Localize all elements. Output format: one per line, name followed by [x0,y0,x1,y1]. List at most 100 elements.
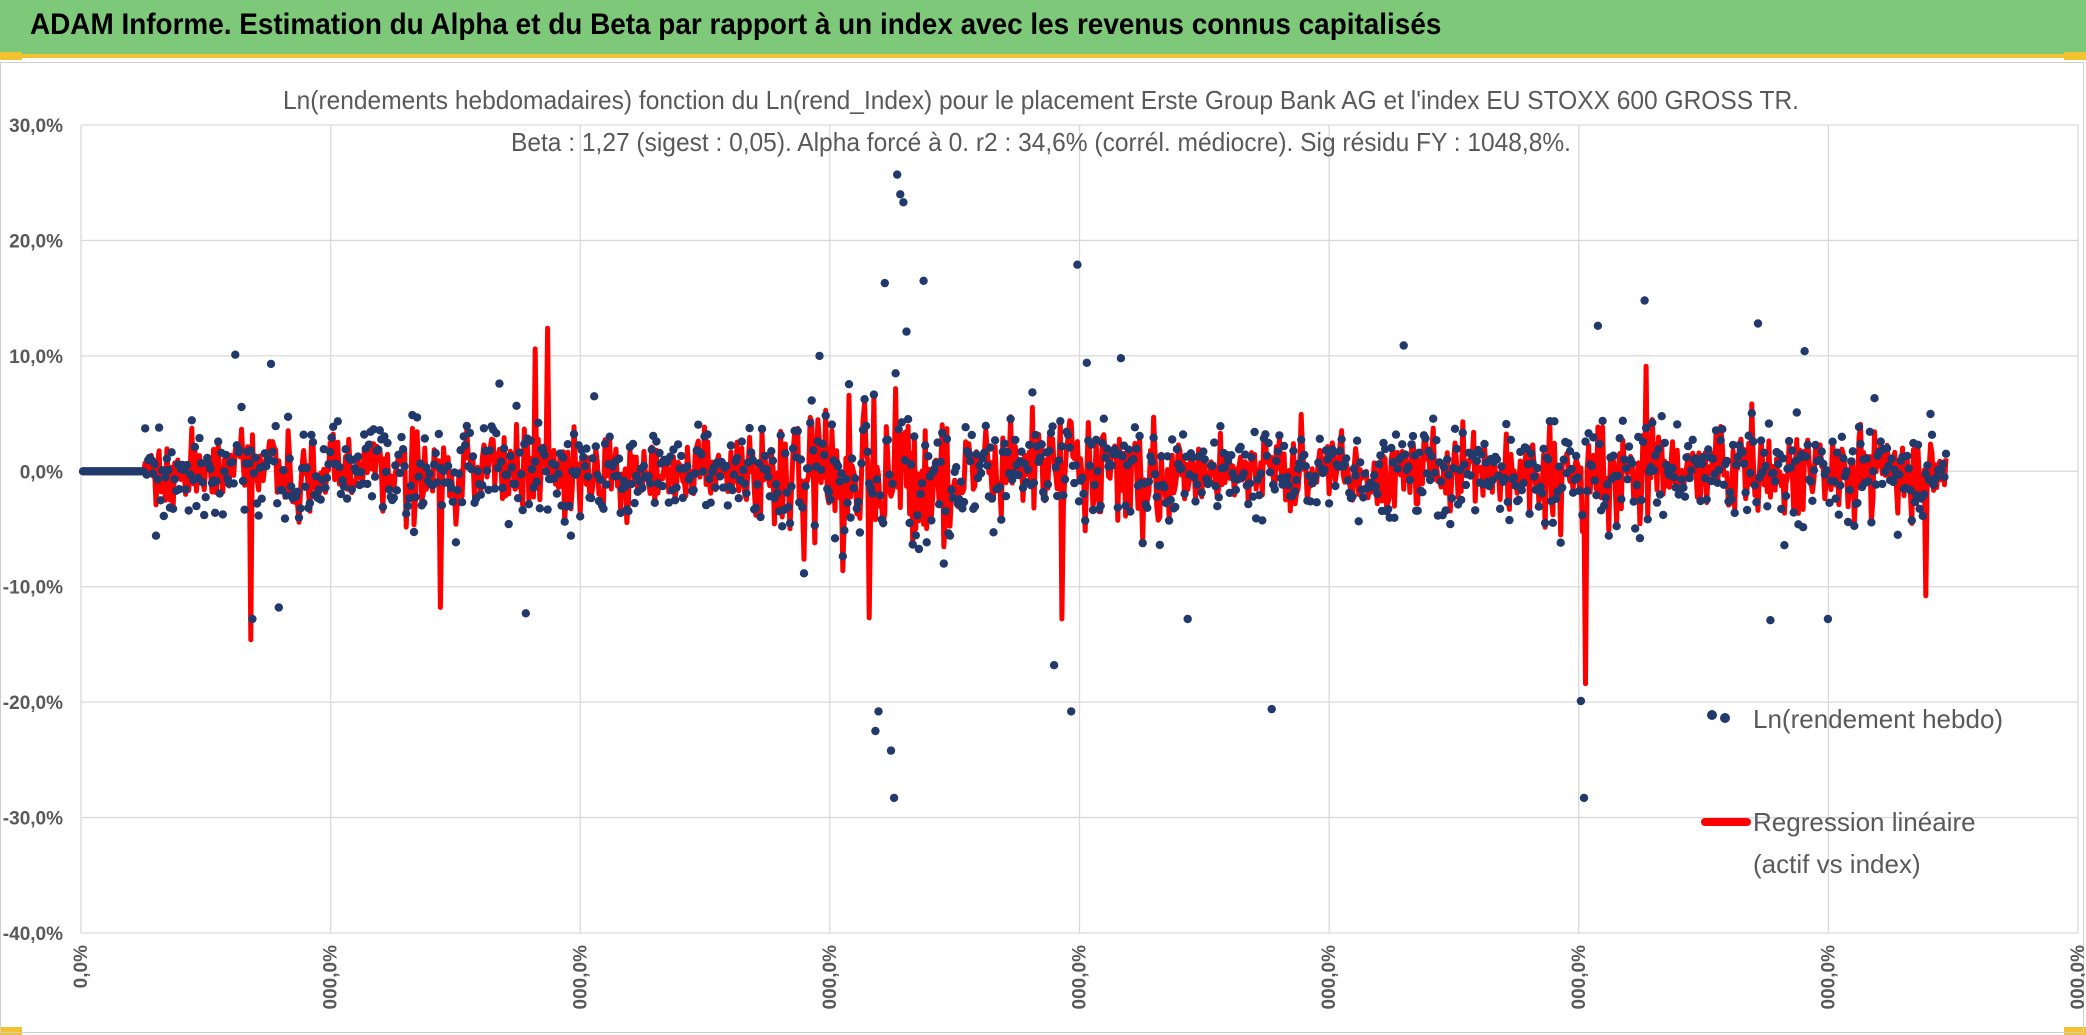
data-point [997,515,1006,524]
data-point [1495,504,1505,513]
data-point [322,473,332,483]
data-point [1803,440,1812,449]
data-point [1074,497,1084,506]
data-point [316,495,325,504]
data-point [1090,480,1099,490]
data-point [240,505,249,514]
data-point [1025,440,1034,450]
data-point [762,465,771,474]
data-point [1635,534,1645,543]
regression-line [82,325,1949,687]
title-banner: ADAM Informe. Estimation du Alpha et du … [0,0,2086,58]
data-point [1415,448,1424,457]
data-point [863,447,872,456]
data-point [961,423,970,432]
data-point [462,421,471,431]
data-point [1761,461,1771,471]
data-point [1472,456,1482,466]
data-point [1247,453,1256,462]
data-point [1893,530,1903,539]
data-point [1756,436,1766,445]
data-point [214,437,223,446]
data-point [917,479,927,488]
data-point [406,481,416,490]
y-tick-label: -20,0% [3,693,63,714]
data-point [1079,489,1088,498]
data-point [599,504,608,513]
data-point [1429,414,1438,423]
data-point [517,470,526,479]
data-point [1199,447,1208,456]
data-point [1028,388,1037,397]
data-point [1384,504,1393,514]
data-point [1554,462,1564,471]
data-point [285,454,294,463]
data-point [1352,436,1362,445]
data-point [400,462,409,471]
data-point [1817,447,1826,456]
data-point [922,538,931,547]
data-point [1669,472,1679,482]
data-point [1621,464,1631,473]
data-point [1135,431,1144,441]
data-point [1627,459,1637,468]
data-point [1904,464,1913,473]
data-point [451,538,461,547]
x-tick-label: 000,0% [1818,945,1839,1010]
data-point [1926,409,1935,419]
data-point [798,503,807,512]
data-point [1533,463,1542,473]
data-point [1884,461,1893,470]
legend: Ln(rendement hebdo) Regression linéaire … [1701,704,2003,879]
data-point [459,432,468,441]
data-point [1587,461,1596,471]
data-point [734,494,743,503]
data-point [1091,435,1101,444]
data-point [638,483,647,492]
data-point [905,518,914,528]
data-point [1216,422,1225,431]
data-point [1150,469,1160,479]
data-point [1548,518,1558,527]
data-point [465,428,475,438]
data-point [683,462,692,471]
x-tick-label: 000,0% [820,945,841,1010]
data-point [995,482,1004,492]
data-point [369,425,378,434]
data-point [1784,436,1794,446]
data-point [1539,444,1548,453]
data-point [1688,435,1697,444]
data-point [1311,472,1320,481]
data-point [1730,508,1739,518]
data-point [582,444,591,453]
data-point [468,452,478,461]
data-point [1641,423,1651,433]
data-point [1903,451,1912,461]
data-point [161,473,170,482]
data-point [1624,442,1634,451]
data-point [565,501,574,511]
data-point [1878,479,1887,489]
data-point [698,467,708,476]
data-point [1856,439,1865,449]
data-point [1763,502,1772,511]
data-point [1147,457,1157,466]
data-point [521,609,530,618]
data-point [201,493,210,502]
data-point [238,476,248,486]
data-point [1677,475,1687,484]
data-point [1497,462,1506,471]
data-point [1085,461,1095,470]
data-point [815,351,824,361]
data-point [838,552,847,561]
data-point [1370,471,1379,480]
data-point [503,470,512,479]
data-point [1601,493,1610,503]
data-point [697,450,706,459]
data-point [1854,422,1864,432]
data-point [1572,451,1581,461]
data-point [1023,465,1032,474]
data-point [673,440,683,449]
data-point [647,445,656,454]
data-point [200,510,209,520]
